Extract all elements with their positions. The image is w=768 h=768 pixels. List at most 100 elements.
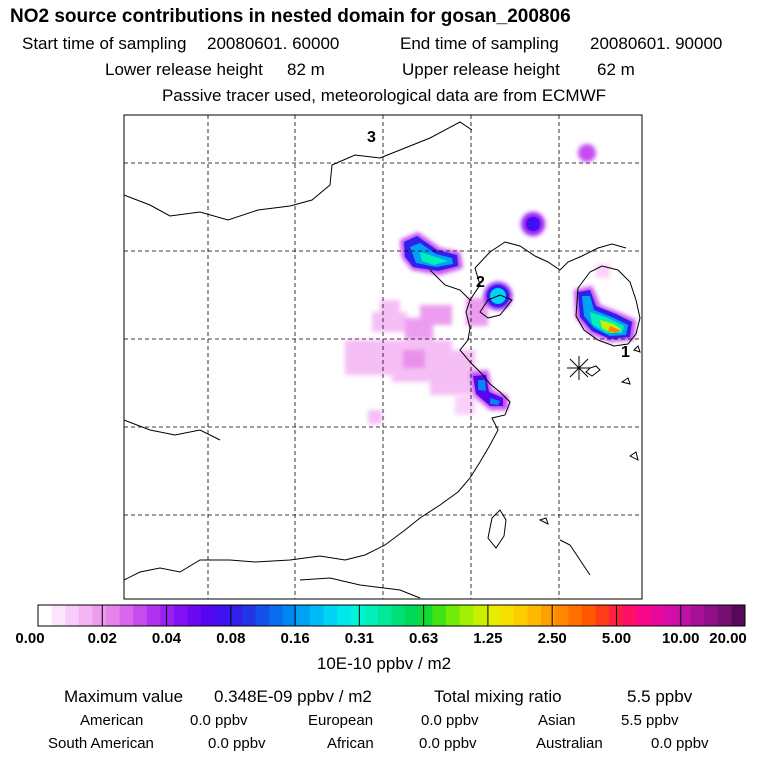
region-value: 0.0 ppbv (190, 712, 248, 729)
colorbar-swatch (92, 605, 107, 626)
colorbar-border (37, 604, 746, 627)
lower-height-label: Lower release height (105, 60, 263, 79)
start-time-label: Start time of sampling (22, 34, 187, 53)
end-time-value: 20080601. 90000 (590, 34, 723, 53)
colorbar-swatch (649, 605, 664, 626)
colorbar-swatch (282, 605, 297, 626)
colorbar-swatch (391, 605, 406, 626)
region-name: Australian (536, 735, 603, 752)
map-grid (124, 115, 642, 599)
colorbar-swatch (364, 605, 379, 626)
colorbar-tick-label: 0.00 (15, 630, 45, 647)
region-value: 0.0 ppbv (421, 712, 479, 729)
colorbar-swatch (187, 605, 202, 626)
colorbar-tick-label: 0.63 (409, 630, 439, 647)
colorbar-swatch (541, 605, 556, 626)
colorbar-swatch (119, 605, 134, 626)
colorbar-tick-label: 20.00 (709, 630, 747, 647)
colorbar-swatch (405, 605, 420, 626)
colorbar-swatch (581, 605, 596, 626)
upper-height-label: Upper release height (402, 60, 560, 79)
colorbar-swatch (105, 605, 121, 626)
colorbar-swatch (51, 605, 66, 626)
total-mixing-value: 5.5 ppbv (627, 687, 693, 706)
colorbar-swatch (731, 605, 746, 626)
colorbar-swatch (146, 605, 161, 626)
colorbar-swatch (677, 605, 692, 626)
colorbar-tick-label: 2.50 (537, 630, 567, 647)
colorbar-swatch (663, 605, 678, 626)
colorbar-swatch (241, 605, 257, 626)
colorbar-swatch (568, 605, 583, 626)
colorbar-swatch (473, 605, 488, 626)
colorbar-swatch (500, 605, 515, 626)
colorbar-unit: 10E-10 ppbv / m2 (316, 654, 452, 673)
region-name: African (327, 735, 374, 752)
colorbar-swatch (309, 605, 325, 626)
receptor-marker-icon (567, 356, 591, 380)
colorbar-swatch (513, 605, 528, 626)
colorbar-swatch (717, 605, 732, 626)
region-name: Asian (538, 712, 576, 729)
region-value: 0.0 ppbv (651, 735, 709, 752)
colorbar-swatch (323, 605, 338, 626)
colorbar-tick-label: 0.16 (280, 630, 310, 647)
plume-korea (574, 286, 636, 342)
plume-shanghai (470, 370, 508, 410)
lower-height-value: 82 m (287, 60, 325, 79)
max-value: 0.348E-09 ppbv / m2 (214, 687, 372, 706)
colorbar-tick-label: 0.08 (216, 630, 246, 647)
total-mixing-label: Total mixing ratio (434, 687, 562, 706)
upper-height-value: 62 m (597, 60, 635, 79)
colorbar-swatch (350, 605, 365, 626)
colorbar-tick-label: 5.00 (601, 630, 632, 647)
colorbar-swatch (445, 605, 460, 626)
colorbar-swatch (486, 605, 501, 626)
colorbar-swatch (38, 605, 53, 626)
map-label-3: 3 (367, 129, 376, 146)
colorbar-swatch (133, 605, 148, 626)
colorbar-swatch (201, 605, 216, 626)
colorbar-tick-label: 10.00 (661, 630, 700, 647)
colorbar-swatch (160, 605, 175, 626)
end-time-label: End time of sampling (400, 34, 559, 53)
tracer-note: Passive tracer used, meteorological data… (161, 86, 607, 105)
colorbar-tick-label: 1.25 (473, 630, 503, 647)
plume-beijing (400, 232, 463, 275)
colorbar-tick-label: 0.31 (344, 630, 374, 647)
colorbar-swatch (78, 605, 93, 626)
colorbar-swatch (65, 605, 80, 626)
colorbar-swatch (432, 605, 447, 626)
colorbar-swatch (269, 605, 284, 626)
colorbar-swatch (337, 605, 352, 626)
colorbar-swatch (214, 605, 229, 626)
colorbar-swatch (636, 605, 651, 626)
region-name: South American (48, 735, 154, 752)
colorbar-swatch (622, 605, 637, 626)
plume-layer (345, 144, 636, 424)
colorbar-swatch (704, 605, 719, 626)
region-value: 0.0 ppbv (208, 735, 266, 752)
colorbar-swatch (554, 605, 569, 626)
region-value: 0.0 ppbv (419, 735, 477, 752)
colorbar-swatch (173, 605, 189, 626)
colorbar-tick-label: 0.04 (151, 630, 182, 647)
colorbar-swatch (296, 605, 311, 626)
colorbar-swatch (527, 605, 542, 626)
colorbar (37, 604, 746, 627)
map-label-2: 2 (476, 274, 485, 291)
colorbar-swatch (690, 605, 705, 626)
region-name: European (308, 712, 374, 729)
max-value-label: Maximum value (64, 687, 184, 706)
region-value: 5.5 ppbv (621, 712, 679, 729)
region-name: American (80, 712, 144, 729)
chart-title: NO2 source contributions in nested domai… (10, 6, 571, 27)
colorbar-swatch (255, 605, 270, 626)
colorbar-tick-label: 0.02 (87, 630, 117, 647)
colorbar-swatch (418, 605, 433, 626)
colorbar-swatch (228, 605, 243, 626)
start-time-value: 20080601. 60000 (207, 34, 340, 53)
map-label-1: 1 (621, 344, 630, 361)
colorbar-swatch (459, 605, 474, 626)
